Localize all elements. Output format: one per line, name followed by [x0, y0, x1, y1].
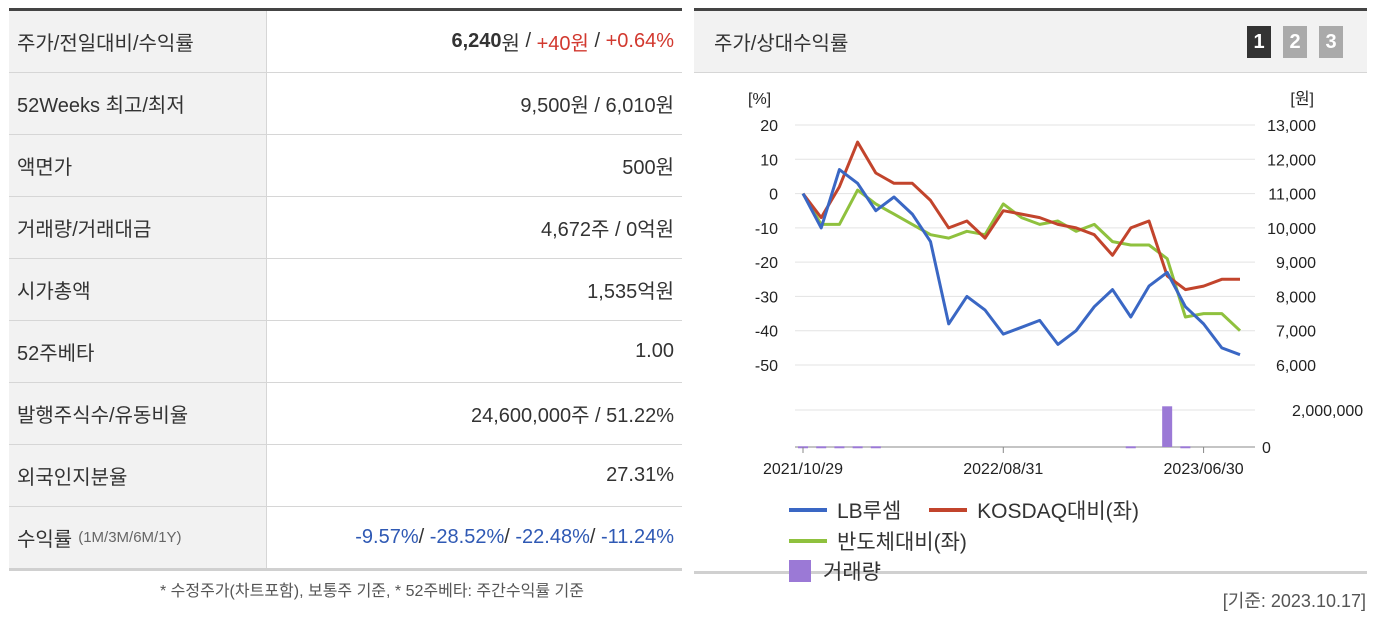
legend-item-semi: 반도체대비(좌): [789, 526, 967, 556]
table-row: 52Weeks 최고/최저 9,500원 / 6,010원: [9, 73, 682, 135]
row-label: 외국인지분율: [9, 445, 267, 506]
chart-button-3[interactable]: 3: [1319, 26, 1343, 58]
legend-label: KOSDAQ대비(좌): [977, 500, 1139, 523]
return-1m: -9.57%: [355, 526, 419, 548]
y-tick-label: -50: [755, 358, 778, 375]
basis-date: [기준: 2023.10.17]: [1222, 591, 1366, 611]
legend-swatch: [789, 539, 827, 543]
row-value: 1.00: [635, 340, 674, 362]
volume-bar: [1180, 446, 1191, 449]
row-value: 24,600,000주 / 51.22%: [471, 405, 674, 427]
y2-axis-unit: [원]: [1290, 90, 1314, 108]
separator: /: [504, 526, 516, 548]
separator: /: [588, 30, 606, 52]
y2-tick-label: 8,000: [1276, 289, 1316, 306]
y-axis-unit: [%]: [748, 91, 771, 108]
footnote: * 수정주가(차트포함), 보통주 기준, * 52주베타: 주간수익률 기준: [160, 583, 584, 600]
y-tick-label: 20: [760, 118, 778, 135]
volume-bar: [834, 446, 845, 449]
row-label: 발행주식수/유동비율: [9, 383, 267, 444]
row-label: 시가총액: [9, 259, 267, 320]
table-row: 액면가 500원: [9, 135, 682, 197]
row-label: 수익률 (1M/3M/6M/1Y): [9, 507, 267, 568]
legend-swatch: [789, 508, 827, 512]
returns-sublabel: (1M/3M/6M/1Y): [78, 529, 182, 546]
row-value: 9,500원 / 6,010원: [520, 95, 674, 117]
row-value: 6,240 원 / +40원 / +0.64%: [267, 11, 682, 72]
table-row: 수익률 (1M/3M/6M/1Y) -9.57% / -28.52% / -22.4…: [9, 507, 682, 571]
panel-header: 주가/상대수익률 1 2 3: [694, 11, 1367, 73]
legend-swatch: [789, 560, 811, 582]
x-tick-label: 2021/10/29: [763, 461, 843, 478]
legend-item-lb: LB루셈: [789, 495, 901, 525]
y2-tick-label: 10,000: [1267, 221, 1316, 238]
y2-tick-label: 12,000: [1267, 152, 1316, 169]
table-row: 발행주식수/유동비율 24,600,000주 / 51.22%: [9, 383, 682, 445]
legend-label: LB루셈: [837, 500, 902, 523]
row-value: 500원: [622, 157, 674, 179]
y2-tick-label: 6,000: [1276, 358, 1316, 375]
row-value: 27.31%: [606, 464, 674, 486]
returns-values: -9.57% / -28.52% / -22.48% / -11.24%: [267, 507, 682, 568]
legend-item-volume: 거래량: [789, 556, 881, 586]
y-tick-label: 0: [769, 187, 778, 204]
return-3m: -28.52%: [429, 526, 505, 548]
row-label: 액면가: [9, 135, 267, 196]
price-unit: 원: [501, 33, 520, 55]
panel-title: 주가/상대수익률: [714, 33, 849, 55]
volume-bar: [1162, 406, 1173, 447]
y2-tick-label: 11,000: [1268, 187, 1316, 204]
return-6m: -22.48%: [515, 526, 590, 548]
y2-tick-label: 7,000: [1276, 324, 1316, 341]
row-label: 52주베타: [9, 321, 267, 382]
table-row: 52주베타 1.00: [9, 321, 682, 383]
volume-tick-label: 0: [1262, 440, 1271, 457]
y-tick-label: -20: [755, 255, 778, 272]
y-tick-label: -40: [755, 324, 778, 341]
y-tick-label: -10: [755, 221, 778, 238]
kosdaq-line: [801, 140, 1240, 292]
volume-bar: [870, 446, 881, 449]
row-value: 1,535억원: [587, 281, 674, 303]
table-row: 외국인지분율 27.31%: [9, 445, 682, 507]
y2-tick-label: 13,000: [1267, 118, 1316, 135]
return-1y: -11.24%: [600, 526, 674, 548]
chart-legend: LB루셈 KOSDAQ대비(좌) 반도체대비(좌) 거래량: [789, 494, 1349, 588]
volume-bar: [816, 446, 827, 449]
row-label: 52Weeks 최고/최저: [9, 73, 267, 134]
table-row: 거래량/거래대금 4,672주 / 0억원: [9, 197, 682, 259]
separator: /: [589, 526, 601, 548]
y-tick-label: 10: [760, 152, 778, 169]
y-tick-label: -30: [755, 289, 778, 306]
y2-tick-label: 9,000: [1276, 255, 1316, 272]
row-value: 4,672주 / 0억원: [540, 219, 674, 241]
change-value: +40원: [536, 33, 589, 55]
price-value: 6,240: [451, 30, 502, 52]
stock-info-table: 주가/전일대비/수익률 6,240 원 / +40원 / +0.64% 52Wee…: [9, 8, 682, 571]
chart-selector: 1 2 3: [1247, 26, 1343, 58]
legend-label: 거래량: [823, 561, 881, 584]
rate-value: +0.64%: [605, 30, 674, 52]
chart-button-1[interactable]: 1: [1247, 26, 1271, 58]
x-tick-label: 2023/06/30: [1164, 461, 1244, 478]
separator: /: [418, 526, 430, 548]
volume-bar: [852, 446, 863, 449]
legend-label: 반도체대비(좌): [837, 531, 967, 554]
row-label: 거래량/거래대금: [9, 197, 267, 258]
returns-label: 수익률: [17, 529, 73, 551]
chart-button-2[interactable]: 2: [1283, 26, 1307, 58]
legend-item-kosdaq: KOSDAQ대비(좌): [929, 495, 1139, 525]
table-row: 주가/전일대비/수익률 6,240 원 / +40원 / +0.64%: [9, 11, 682, 73]
separator: /: [519, 30, 537, 52]
row-label: 주가/전일대비/수익률: [9, 11, 267, 72]
table-row: 시가총액 1,535억원: [9, 259, 682, 321]
x-tick-label: 2022/08/31: [963, 461, 1043, 478]
chart-panel: 주가/상대수익률 1 2 3: [694, 8, 1367, 574]
semi-line: [801, 188, 1242, 332]
legend-swatch: [929, 508, 968, 512]
volume-tick-label: 2,000,000: [1292, 403, 1363, 420]
lb-line: [801, 168, 1241, 357]
volume-bar: [1125, 446, 1136, 449]
